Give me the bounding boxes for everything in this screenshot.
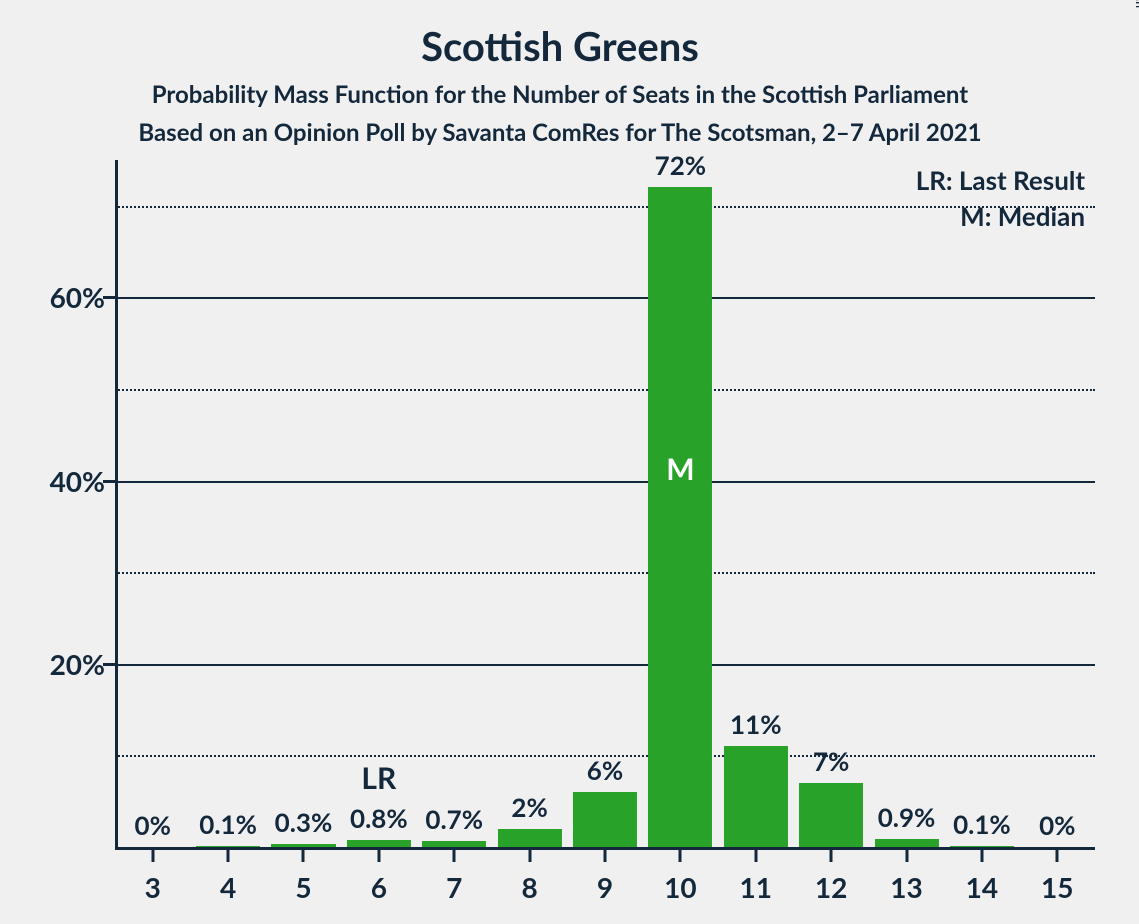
x-tick-mark xyxy=(679,850,682,862)
bar: 72%M xyxy=(648,187,712,847)
gridline-minor xyxy=(115,389,1095,391)
x-tick-mark xyxy=(302,850,305,862)
bar-value-label: 0% xyxy=(134,809,170,841)
x-tick-label: 6 xyxy=(371,870,387,904)
gridline-minor xyxy=(115,206,1095,208)
y-axis-line xyxy=(115,160,118,850)
bar: 0.1% xyxy=(196,846,260,847)
x-tick-label: 13 xyxy=(890,870,922,904)
bar-value-label: 0.3% xyxy=(275,806,333,838)
bar-value-label: 0.9% xyxy=(878,801,936,833)
bar-value-label: 0.7% xyxy=(425,803,483,835)
copyright-text: © 2021 Filip van Laenen xyxy=(1133,0,1139,8)
x-tick-mark xyxy=(1056,850,1059,862)
bar-value-label: 11% xyxy=(730,708,781,740)
bar-value-label: 72% xyxy=(655,149,706,181)
x-tick-mark xyxy=(905,850,908,862)
bar-value-label: 0.8% xyxy=(350,802,408,834)
chart-subtitle-1: Probability Mass Function for the Number… xyxy=(0,80,1120,109)
x-tick-mark xyxy=(377,850,380,862)
median-marker: M xyxy=(666,451,694,487)
x-tick-label: 5 xyxy=(295,870,311,904)
legend-m: M: Median xyxy=(960,200,1085,232)
bar: 0.9% xyxy=(875,839,939,847)
x-tick-mark xyxy=(227,850,230,862)
bar: 6% xyxy=(573,792,637,847)
bar: 2% xyxy=(498,829,562,847)
bar-value-label: 2% xyxy=(511,791,547,823)
y-tick-label: 60% xyxy=(25,280,105,314)
bar: 0.3% xyxy=(271,844,335,847)
chart-page: Scottish Greens Probability Mass Functio… xyxy=(0,0,1139,924)
bar-value-label: 0.1% xyxy=(199,808,257,840)
x-tick-mark xyxy=(453,850,456,862)
x-tick-label: 7 xyxy=(446,870,462,904)
x-tick-label: 10 xyxy=(664,870,696,904)
x-tick-mark xyxy=(604,850,607,862)
x-tick-label: 3 xyxy=(145,870,161,904)
y-tick-label: 40% xyxy=(25,464,105,498)
bar-value-label: 6% xyxy=(587,754,623,786)
bar: 0.8%LR xyxy=(347,840,411,847)
x-tick-mark xyxy=(151,850,154,862)
bar-value-label: 0% xyxy=(1039,809,1075,841)
x-tick-label: 11 xyxy=(740,870,772,904)
x-tick-label: 4 xyxy=(220,870,236,904)
x-tick-label: 15 xyxy=(1041,870,1073,904)
legend-lr: LR: Last Result xyxy=(916,164,1085,196)
x-tick-mark xyxy=(754,850,757,862)
bar: 0.7% xyxy=(422,841,486,847)
x-tick-mark xyxy=(830,850,833,862)
gridline-major xyxy=(115,664,1095,666)
chart-subtitle-2: Based on an Opinion Poll by Savanta ComR… xyxy=(0,118,1120,147)
x-tick-label: 12 xyxy=(815,870,847,904)
gridline-minor xyxy=(115,572,1095,574)
chart-title: Scottish Greens xyxy=(0,22,1120,70)
bar: 11% xyxy=(724,746,788,847)
bar-chart-plot: LR: Last Result M: Median 20%40%60%0%30.… xyxy=(115,160,1095,850)
bar-value-label: 7% xyxy=(813,745,849,777)
gridline-major xyxy=(115,297,1095,299)
lr-marker: LR xyxy=(361,760,396,796)
y-tick-label: 20% xyxy=(25,647,105,681)
bar: 7% xyxy=(799,783,863,847)
x-tick-mark xyxy=(528,850,531,862)
x-tick-label: 9 xyxy=(597,870,613,904)
x-tick-label: 8 xyxy=(521,870,537,904)
bar-value-label: 0.1% xyxy=(953,808,1011,840)
bar: 0.1% xyxy=(950,846,1014,847)
x-tick-mark xyxy=(980,850,983,862)
gridline-major xyxy=(115,481,1095,483)
x-tick-label: 14 xyxy=(966,870,998,904)
